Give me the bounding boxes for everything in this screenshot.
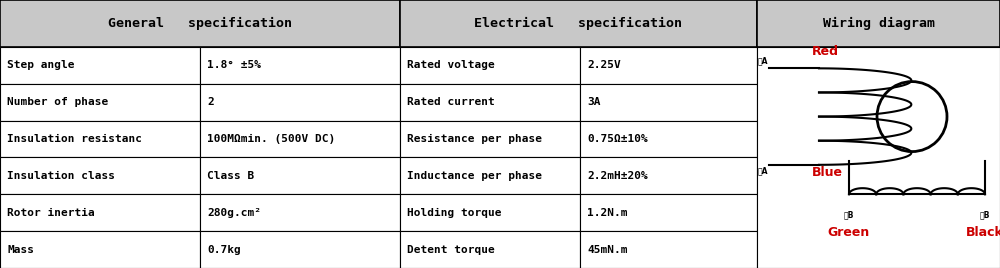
Bar (0, 231, 200, 268)
Bar (400, 47, 580, 84)
Bar (580, 158, 757, 194)
Text: Detent torque: Detent torque (407, 245, 495, 255)
Bar (580, 231, 757, 268)
Text: Class B: Class B (207, 171, 254, 181)
Text: Rated voltage: Rated voltage (407, 60, 495, 70)
Bar (400, 158, 580, 194)
Bar (200, 84, 400, 121)
Text: Number of phase: Number of phase (7, 97, 108, 107)
Bar (400, 231, 580, 268)
Text: 2.25V: 2.25V (587, 60, 621, 70)
Bar (0, 121, 200, 157)
Text: 1.8° ±5%: 1.8° ±5% (207, 60, 261, 70)
Bar (580, 47, 757, 84)
Bar (0, 0, 400, 47)
Text: 0.7kg: 0.7kg (207, 245, 241, 255)
Text: 2.2mH±20%: 2.2mH±20% (587, 171, 648, 181)
Text: Blue: Blue (812, 166, 843, 179)
Bar (400, 0, 757, 47)
Text: Green: Green (828, 226, 870, 240)
Text: Step angle: Step angle (7, 60, 74, 70)
Text: 3A: 3A (587, 97, 600, 107)
Bar (757, 47, 1000, 268)
Text: 红A: 红A (758, 57, 768, 66)
Text: 0.75Ω±10%: 0.75Ω±10% (587, 134, 648, 144)
Text: 100MΩmin. (500V DC): 100MΩmin. (500V DC) (207, 134, 335, 144)
Bar (200, 47, 400, 84)
Text: 45mN.m: 45mN.m (587, 245, 628, 255)
Bar (580, 194, 757, 231)
Text: Insulation resistanc: Insulation resistanc (7, 134, 142, 144)
Text: 280g.cm²: 280g.cm² (207, 208, 261, 218)
Text: Electrical   specification: Electrical specification (475, 17, 682, 30)
Bar (580, 121, 757, 157)
Text: 蓝A: 蓝A (758, 166, 768, 175)
Bar (757, 0, 1000, 47)
Text: 黑B: 黑B (980, 210, 990, 219)
Text: Rotor inertia: Rotor inertia (7, 208, 95, 218)
Bar (200, 158, 400, 194)
Text: Holding torque: Holding torque (407, 208, 502, 218)
Bar (200, 121, 400, 157)
Text: Insulation class: Insulation class (7, 171, 115, 181)
Text: Black: Black (966, 226, 1000, 240)
Text: Rated current: Rated current (407, 97, 495, 107)
Bar (400, 194, 580, 231)
Text: Resistance per phase: Resistance per phase (407, 134, 542, 144)
Text: Mass: Mass (7, 245, 34, 255)
Text: Inductance per phase: Inductance per phase (407, 171, 542, 181)
Bar (580, 84, 757, 121)
Text: General   specification: General specification (108, 17, 292, 30)
Text: 绿B: 绿B (844, 210, 854, 219)
Text: 2: 2 (207, 97, 214, 107)
Bar (0, 194, 200, 231)
Text: Wiring diagram: Wiring diagram (823, 17, 935, 30)
Text: Red: Red (812, 44, 839, 58)
Bar (200, 194, 400, 231)
Bar (400, 121, 580, 157)
Bar (0, 158, 200, 194)
Bar (0, 84, 200, 121)
Bar (200, 231, 400, 268)
Bar (0, 47, 200, 84)
Bar (400, 84, 580, 121)
Text: 1.2N.m: 1.2N.m (587, 208, 628, 218)
